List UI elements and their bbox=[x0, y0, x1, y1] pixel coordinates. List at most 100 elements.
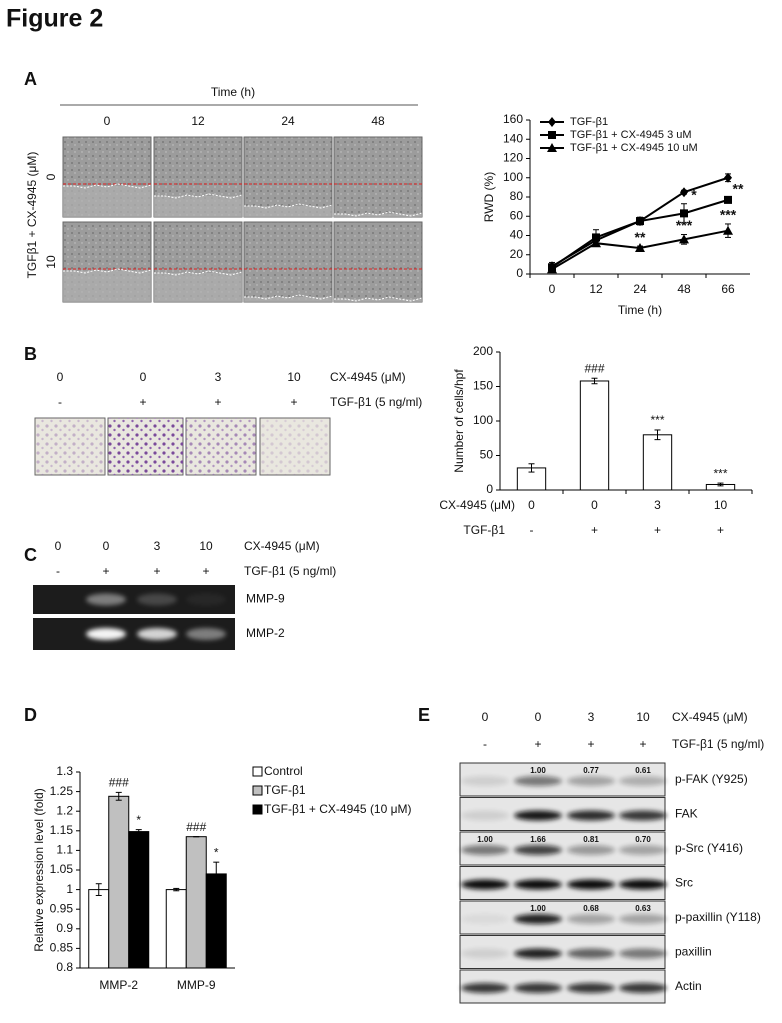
blot-band bbox=[567, 948, 615, 959]
blot-band bbox=[619, 914, 667, 924]
wound-gap bbox=[154, 196, 242, 217]
scratch-image bbox=[243, 221, 333, 303]
panel-label: D bbox=[24, 705, 37, 725]
quantification: 1.66 bbox=[530, 835, 546, 844]
error-bar bbox=[95, 883, 102, 896]
y-tick-label: 150 bbox=[473, 379, 493, 393]
invasion-cells bbox=[186, 418, 256, 475]
significance: *** bbox=[713, 466, 727, 480]
dose-label: 0 bbox=[55, 539, 62, 553]
time-label: 12 bbox=[191, 114, 205, 128]
blot-label: paxillin bbox=[675, 945, 712, 959]
blot-band bbox=[567, 879, 615, 890]
y-tick-label: 140 bbox=[503, 131, 523, 145]
point bbox=[724, 195, 732, 204]
y-tick-label: 120 bbox=[503, 151, 523, 165]
bar bbox=[205, 873, 227, 969]
y-tick-label: 1 bbox=[66, 882, 73, 896]
wound-edge bbox=[154, 270, 243, 276]
dose-label: 0 bbox=[535, 710, 542, 724]
tgf-label: + bbox=[102, 564, 109, 578]
tgf-label: + bbox=[153, 564, 160, 578]
legend-label: TGF-β1 bbox=[570, 116, 608, 128]
legend-label: TGF-β1 + CX-4945 3 uM bbox=[570, 129, 692, 141]
quantification: 0.81 bbox=[583, 835, 599, 844]
row-label: 10 bbox=[44, 255, 58, 269]
blot-band bbox=[619, 845, 667, 855]
y-axis-title: Relative expression level (fold) bbox=[32, 788, 46, 951]
invasion-cells bbox=[108, 418, 183, 475]
scratch-image bbox=[333, 221, 423, 303]
tgf-title: TGF-β1 (5 ng/ml) bbox=[672, 737, 764, 751]
blot-band bbox=[567, 983, 615, 993]
dose-label: 0 bbox=[482, 710, 489, 724]
point bbox=[680, 187, 688, 198]
blot-band bbox=[619, 983, 667, 993]
panel-label: B bbox=[24, 344, 37, 364]
y-tick-label: 80 bbox=[510, 189, 524, 203]
significance: ** bbox=[733, 181, 744, 197]
bar bbox=[165, 889, 187, 969]
blot-label: Actin bbox=[675, 979, 702, 993]
y-tick-label: 0 bbox=[516, 266, 523, 280]
dose-title: CX-4945 (μM) bbox=[672, 710, 748, 724]
tgf-label: + bbox=[290, 395, 297, 409]
y-tick-label: 1.3 bbox=[56, 764, 73, 778]
y-axis-title: RWD (%) bbox=[482, 172, 496, 222]
tgf-label: + bbox=[202, 564, 209, 578]
scratch-image bbox=[243, 136, 333, 218]
quantification: 0.68 bbox=[583, 904, 599, 913]
bar bbox=[579, 380, 610, 491]
time-label: 24 bbox=[281, 114, 295, 128]
quantification: 0.63 bbox=[635, 904, 651, 913]
y-tick-label: 0.8 bbox=[56, 960, 73, 974]
wound-gap bbox=[334, 299, 422, 302]
band-label: MMP-2 bbox=[246, 626, 285, 640]
blot-band bbox=[461, 879, 509, 890]
bar bbox=[88, 889, 110, 969]
x-axis-title: Time (h) bbox=[618, 303, 662, 317]
blot-label: p-paxillin (Y118) bbox=[675, 910, 761, 924]
wound-gap bbox=[334, 214, 422, 217]
x-tick-label-2: + bbox=[591, 523, 598, 537]
point bbox=[635, 243, 645, 253]
tgf-label: + bbox=[139, 395, 146, 409]
wound-gap bbox=[63, 186, 151, 217]
point bbox=[547, 264, 557, 274]
wound-edge bbox=[334, 211, 423, 217]
y-tick-label: 0.95 bbox=[50, 901, 74, 915]
y-tick-label: 0 bbox=[486, 482, 493, 496]
y-tick-label: 50 bbox=[480, 448, 494, 462]
blot-band bbox=[619, 776, 667, 786]
blot-label: Src bbox=[675, 876, 693, 890]
significance: ** bbox=[635, 229, 646, 245]
blot-label: p-Src (Y416) bbox=[675, 841, 743, 855]
x-tick-label: 10 bbox=[714, 498, 728, 512]
quantification: 0.70 bbox=[635, 835, 651, 844]
row-title: TGFβ1 + CX-4945 (μM) bbox=[25, 152, 39, 279]
dose-label: 0 bbox=[103, 539, 110, 553]
panel-label: C bbox=[24, 545, 37, 565]
bar bbox=[642, 434, 673, 491]
error-bar bbox=[135, 829, 142, 835]
gel-band bbox=[86, 593, 126, 606]
gel-band bbox=[86, 628, 126, 640]
blot-band bbox=[461, 845, 509, 855]
time-label: 0 bbox=[104, 114, 111, 128]
tgf-label: + bbox=[214, 395, 221, 409]
dose-label: 3 bbox=[154, 539, 161, 553]
error-bar bbox=[213, 861, 220, 887]
blot-label: p-FAK (Y925) bbox=[675, 772, 748, 786]
tgf-title: TGF-β1 (5 ng/ml) bbox=[244, 564, 336, 578]
gel-band bbox=[137, 628, 177, 640]
tgf-label: - bbox=[483, 737, 487, 751]
x-tick-label: 48 bbox=[677, 282, 691, 296]
blot-label: FAK bbox=[675, 807, 698, 821]
blot-band bbox=[461, 983, 509, 993]
legend-swatch bbox=[252, 785, 263, 796]
significance: ### bbox=[186, 820, 206, 834]
significance: * bbox=[691, 186, 697, 202]
dose-label: 0 bbox=[140, 370, 147, 384]
wound-edge bbox=[63, 268, 152, 274]
error-bar bbox=[717, 482, 724, 487]
